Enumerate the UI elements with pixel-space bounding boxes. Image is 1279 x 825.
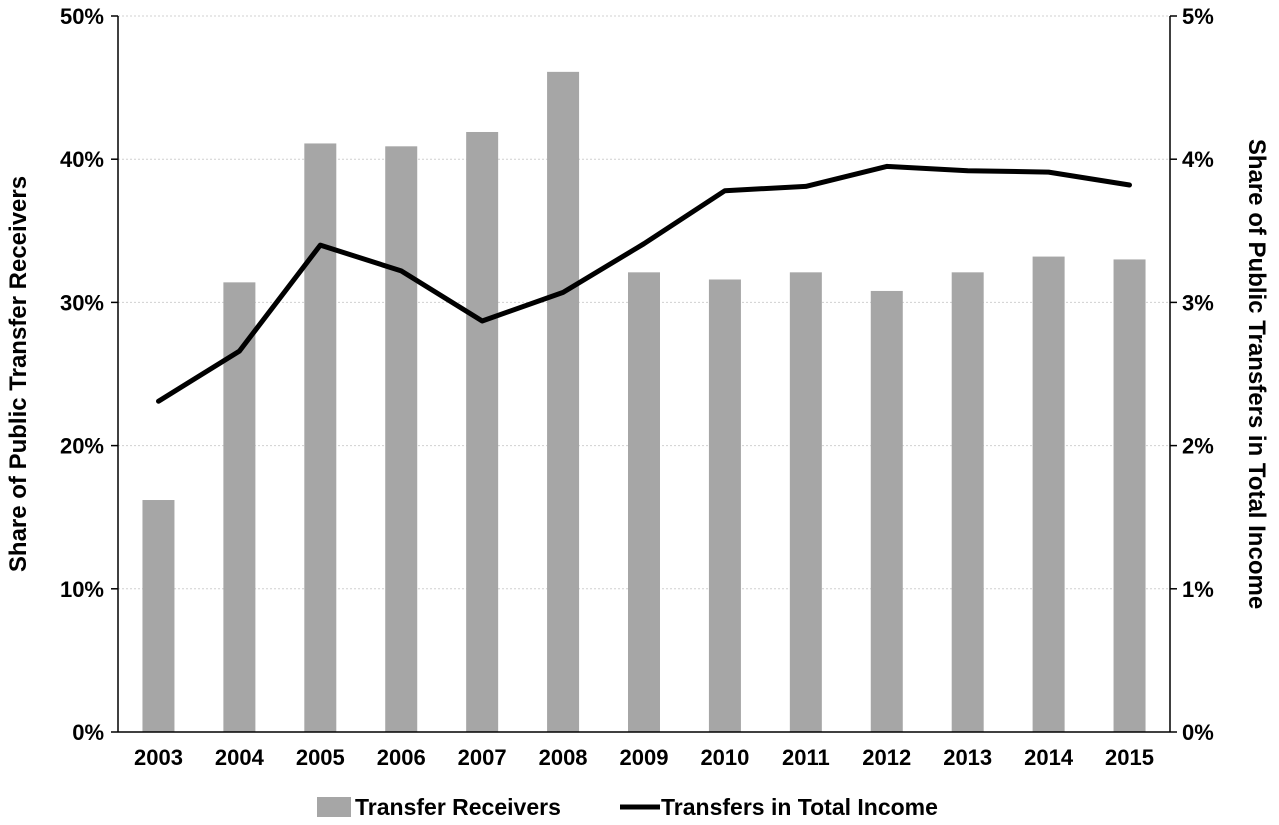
legend-label-transfers-in-total-income: Transfers in Total Income <box>661 794 938 820</box>
left-axis-tick-label: 10% <box>60 577 104 602</box>
bar-2013 <box>951 272 984 732</box>
x-axis-tick-label: 2010 <box>700 745 749 770</box>
bar-2007 <box>466 131 499 732</box>
bar-2010 <box>708 279 741 732</box>
right-axis-tick-label: 4% <box>1182 147 1214 172</box>
left-axis-title: Share of Public Transfer Receivers <box>5 176 32 572</box>
bar-2012 <box>870 290 903 732</box>
bar-2014 <box>1032 256 1065 732</box>
x-axis-tick-label: 2008 <box>539 745 588 770</box>
legend-swatch-transfer-receivers <box>317 797 351 817</box>
bar-series-transfer-receivers <box>142 71 1146 732</box>
axes <box>111 15 1177 733</box>
x-axis-tick-label: 2006 <box>377 745 426 770</box>
left-axis-tick-label: 20% <box>60 434 104 459</box>
line-series-transfers-in-total-income <box>156 163 1132 404</box>
right-axis-title: Share of Public Transfers in Total Incom… <box>1243 139 1270 609</box>
x-axis-tick-label: 2007 <box>458 745 507 770</box>
bar-2009 <box>628 272 660 732</box>
x-axis-tick-label: 2011 <box>782 745 830 770</box>
bar-2003 <box>142 500 175 732</box>
left-axis-tick-label: 40% <box>60 147 104 172</box>
x-axis-tick-label: 2004 <box>215 745 265 770</box>
left-axis-tick-label: 0% <box>72 720 104 745</box>
right-axis-tick-label: 0% <box>1182 720 1214 745</box>
bar-2005 <box>304 143 337 732</box>
bar-2011 <box>789 272 822 732</box>
bar-2015 <box>1113 259 1146 732</box>
x-axis-tick-label: 2003 <box>134 745 183 770</box>
bar-2008 <box>547 71 580 732</box>
tick-labels: 0% 0% 10% 1% 20% 2% 30% 3% 40% 4% 50% 5% 2003 2004 200… <box>60 4 1214 770</box>
x-axis-tick-label: 2015 <box>1105 745 1154 770</box>
x-axis-tick-label: 2009 <box>620 745 669 770</box>
right-axis-tick-label: 3% <box>1182 290 1214 315</box>
bar-2006 <box>385 146 418 732</box>
left-axis-tick-label: 30% <box>60 290 104 315</box>
right-axis-tick-label: 2% <box>1182 434 1214 459</box>
right-axis-tick-label: 1% <box>1182 577 1214 602</box>
right-axis-tick-label: 5% <box>1182 4 1214 29</box>
legend-label-transfer-receivers: Transfer Receivers <box>355 794 561 820</box>
legend: Transfer Receivers Transfers in Total In… <box>317 794 938 820</box>
x-axis-tick-label: 2012 <box>862 745 911 770</box>
x-axis-tick-label: 2013 <box>943 745 992 770</box>
left-axis-tick-label: 50% <box>60 4 104 29</box>
x-axis-tick-label: 2005 <box>296 745 345 770</box>
line-transfers-in-total-income <box>156 163 1132 404</box>
x-axis-tick-label: 2014 <box>1024 745 1074 770</box>
